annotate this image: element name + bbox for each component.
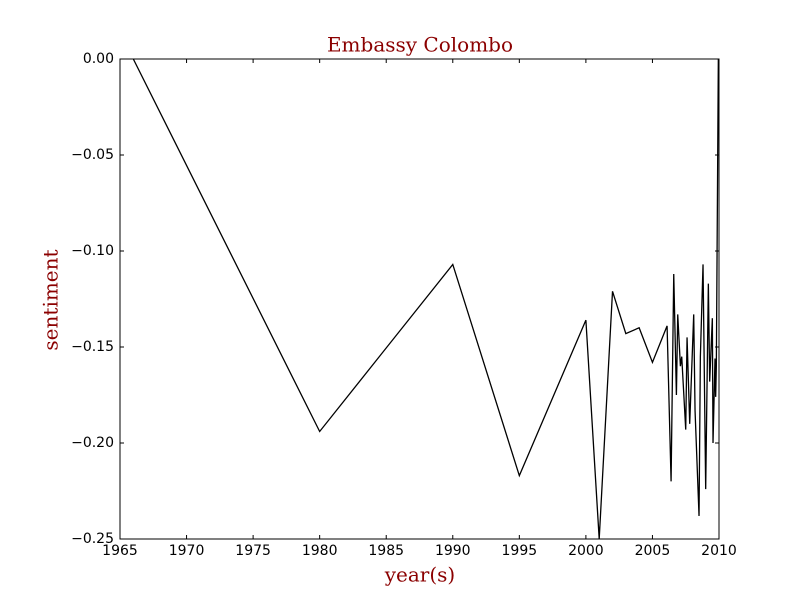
- x-tick-label: 2000: [568, 543, 604, 559]
- x-tick-label: 1980: [302, 543, 338, 559]
- y-tick-label: −0.20: [71, 435, 114, 451]
- x-tick-label: 1965: [102, 543, 138, 559]
- y-tick-label: 0.00: [83, 51, 114, 67]
- x-axis-label: year(s): [384, 563, 456, 587]
- line: [132, 58, 719, 540]
- x-tick-label: 1985: [368, 543, 404, 559]
- x-tick-label: 2005: [635, 543, 671, 559]
- y-tick-label: −0.15: [71, 339, 114, 355]
- x-tick-label: 1970: [169, 543, 205, 559]
- x-tick-label: 1995: [502, 543, 538, 559]
- chart-title: Embassy Colombo: [327, 33, 513, 57]
- x-tick-label: 1990: [435, 543, 471, 559]
- y-tick-label: −0.10: [71, 243, 114, 259]
- x-tick-label: 1975: [235, 543, 271, 559]
- y-tick-label: −0.05: [71, 147, 114, 163]
- plot-frame: [119, 58, 720, 540]
- y-tick-label: −0.25: [71, 531, 114, 547]
- x-tick-label: 2010: [701, 543, 737, 559]
- y-axis-label: sentiment: [39, 249, 63, 350]
